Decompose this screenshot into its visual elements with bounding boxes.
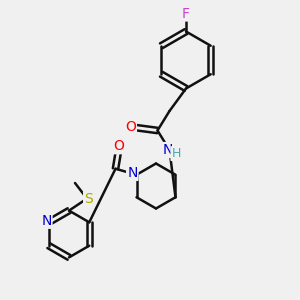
Text: H: H — [171, 147, 181, 160]
Text: O: O — [113, 139, 124, 153]
Text: F: F — [182, 7, 190, 20]
Text: S: S — [84, 192, 93, 206]
Text: N: N — [41, 214, 52, 228]
Text: N: N — [163, 143, 173, 157]
Text: O: O — [125, 121, 136, 134]
Text: N: N — [127, 166, 137, 180]
